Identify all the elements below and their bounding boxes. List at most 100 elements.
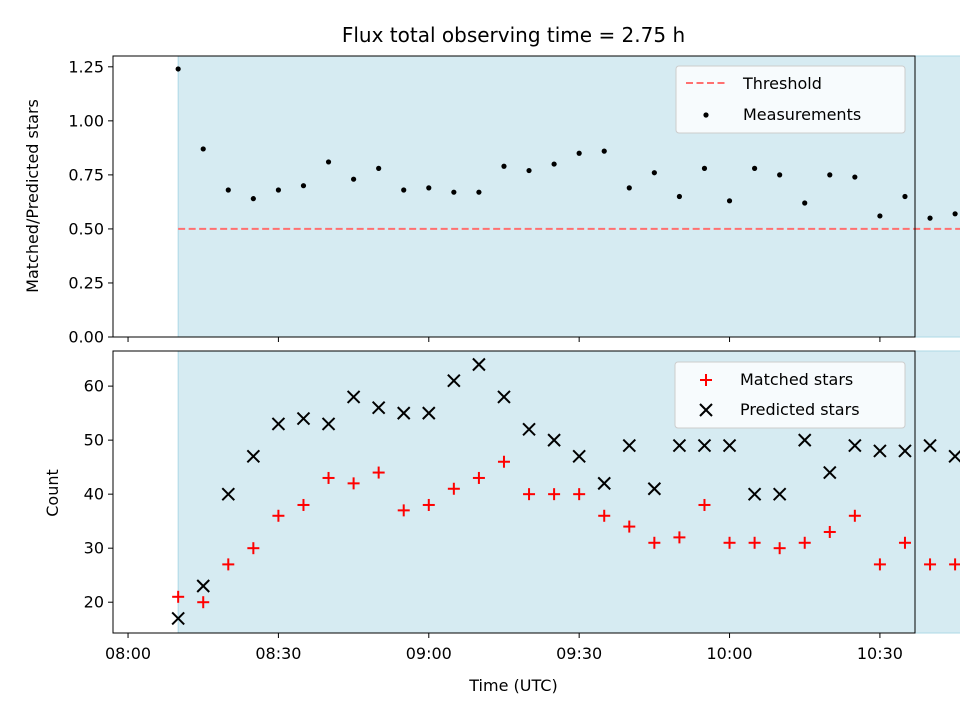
measurement-point <box>626 185 632 191</box>
matched-star-marker <box>748 536 761 549</box>
chart-title: Flux total observing time = 2.75 h <box>342 23 685 47</box>
matched-star-marker <box>297 498 310 511</box>
y-tick-label: 20 <box>84 593 104 612</box>
predicted-star-marker <box>472 357 486 372</box>
predicted-star-marker <box>597 476 611 491</box>
predicted-star-marker <box>747 487 762 501</box>
predicted-star-marker <box>923 438 937 453</box>
measurement-point <box>451 189 457 195</box>
predicted-star-marker <box>647 482 662 496</box>
legend-measurements-swatch <box>703 112 709 118</box>
matched-star-marker <box>548 488 561 501</box>
measurement-point <box>952 211 958 217</box>
matched-star-marker <box>372 466 385 479</box>
predicted-star-marker <box>622 438 636 453</box>
legend-threshold-label: Threshold <box>742 74 822 93</box>
y-tick-label: 60 <box>84 377 104 396</box>
predicted-star-marker <box>371 401 386 415</box>
measurement-point <box>426 185 432 191</box>
measurement-point <box>300 183 307 189</box>
predicted-star-marker <box>196 579 210 593</box>
matched-star-marker <box>648 536 661 549</box>
measurement-point <box>827 172 833 178</box>
matched-star-marker <box>949 558 960 571</box>
matched-star-marker <box>347 477 360 490</box>
predicted-star-marker <box>321 417 336 431</box>
matched-star-marker <box>673 531 686 544</box>
measurement-point <box>752 165 758 171</box>
matched-star-marker <box>798 536 811 549</box>
top-legend: Threshold Measurements <box>675 65 906 134</box>
measurement-point <box>275 187 282 193</box>
matched-star-marker <box>598 509 611 522</box>
legend-predicted-label: Predicted stars <box>740 400 860 419</box>
y-tick-label: 0.75 <box>68 165 104 184</box>
predicted-star-marker <box>848 438 862 453</box>
legend-predicted-swatch <box>699 403 713 417</box>
predicted-star-marker <box>346 390 361 404</box>
matched-star-marker <box>272 509 285 522</box>
matched-star-marker <box>197 596 210 609</box>
predicted-star-marker <box>271 417 286 431</box>
predicted-star-marker <box>246 449 261 464</box>
measurement-point <box>225 187 231 193</box>
matched-star-marker <box>322 471 335 484</box>
matched-star-marker <box>523 488 536 501</box>
measurement-point <box>250 196 256 202</box>
predicted-star-marker <box>397 406 411 420</box>
matched-star-marker <box>573 488 586 501</box>
predicted-star-marker <box>873 444 887 458</box>
matched-star-marker <box>247 542 260 555</box>
y-tick-label: 0.50 <box>68 219 104 238</box>
bottom-legend-frame <box>674 361 906 429</box>
measurement-point <box>376 165 382 171</box>
predicted-star-marker <box>722 438 737 453</box>
measurement-point <box>351 176 357 182</box>
measurement-point <box>200 146 206 152</box>
matched-star-marker <box>723 536 736 549</box>
y-tick-label: 1.25 <box>68 57 104 76</box>
x-tick-label: 08:30 <box>255 644 301 663</box>
measurement-point <box>501 163 507 169</box>
legend-matched-swatch <box>700 374 712 386</box>
measurement-point <box>676 193 683 200</box>
top-y-axis-label: Matched/Predicted stars <box>23 99 42 293</box>
measurement-point <box>701 165 708 171</box>
measurement-point <box>175 66 181 72</box>
y-tick-label: 0.00 <box>68 328 104 347</box>
predicted-star-marker <box>171 611 185 626</box>
predicted-star-marker <box>221 487 235 501</box>
x-tick-label: 09:30 <box>556 644 602 663</box>
matched-star-marker <box>873 558 886 571</box>
measurement-point <box>777 172 783 178</box>
measurement-point <box>601 148 607 154</box>
measurement-point <box>325 159 332 165</box>
x-tick-label: 10:00 <box>706 644 752 663</box>
matched-star-marker <box>222 558 235 571</box>
matched-star-marker <box>397 504 410 517</box>
x-tick-label: 10:30 <box>857 644 903 663</box>
x-tick-label: 08:00 <box>105 644 151 663</box>
measurement-point <box>802 200 808 206</box>
top-legend-frame <box>675 65 906 134</box>
matched-star-marker <box>623 520 636 533</box>
bottom-y-axis-label: Count <box>43 469 62 517</box>
measurement-point <box>576 150 582 156</box>
predicted-star-marker <box>296 411 311 426</box>
matched-star-marker <box>172 590 185 603</box>
predicted-star-marker <box>497 390 511 404</box>
axes-frame <box>112 55 916 338</box>
measurement-point <box>401 187 407 193</box>
matched-star-marker <box>497 455 510 468</box>
measurement-point <box>551 161 557 167</box>
matched-star-marker <box>447 482 460 495</box>
predicted-star-marker <box>697 438 712 453</box>
predicted-star-marker <box>798 433 812 447</box>
y-tick-label: 1.00 <box>68 111 104 130</box>
x-tick-label: 09:00 <box>406 644 452 663</box>
bottom-legend: Matched stars Predicted stars <box>674 361 906 429</box>
matched-star-marker <box>422 498 435 511</box>
measurement-point <box>852 174 858 180</box>
predicted-star-marker <box>772 487 787 501</box>
